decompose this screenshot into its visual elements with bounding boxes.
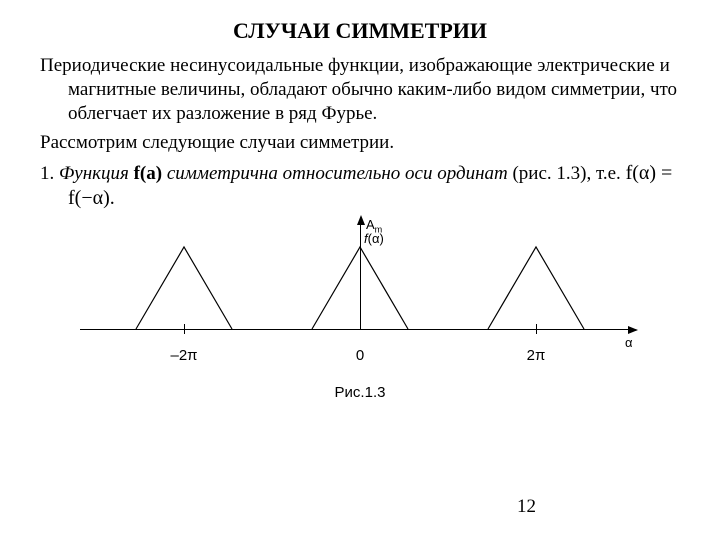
page-title: СЛУЧАИ СИММЕТРИИ — [40, 18, 680, 44]
tick-3 — [536, 324, 537, 334]
tick-label-2pi: 2π — [527, 347, 546, 364]
func-name: f(a) — [134, 163, 167, 184]
page: СЛУЧАИ СИММЕТРИИ Периодические несинусои… — [0, 0, 720, 540]
paragraph-2: Рассмотрим следующие случаи симметрии. — [40, 131, 680, 155]
triangle-3 — [80, 219, 640, 399]
paragraph-1: Периодические несинусоидальные функции, … — [40, 54, 680, 125]
func-text-1: Функция — [59, 163, 134, 184]
page-number: 12 — [517, 496, 536, 518]
chart: Am f(α) –2π 0 2π α Рис.1.3 — [80, 219, 640, 399]
paragraph-3: 1. Функция f(a) симметрична относительно… — [40, 161, 680, 211]
x-axis-label: α — [625, 335, 633, 350]
func-text-2: симметрична относительно оси ординат — [167, 163, 508, 184]
func-tail: (рис. 1.3), т.е. — [508, 163, 626, 184]
tick-label-zero: 0 — [356, 347, 364, 364]
figure-caption: Рис.1.3 — [335, 384, 386, 401]
tick-1 — [184, 324, 185, 334]
list-number: 1. — [40, 163, 59, 184]
tick-label-neg2pi: –2π — [170, 347, 197, 364]
